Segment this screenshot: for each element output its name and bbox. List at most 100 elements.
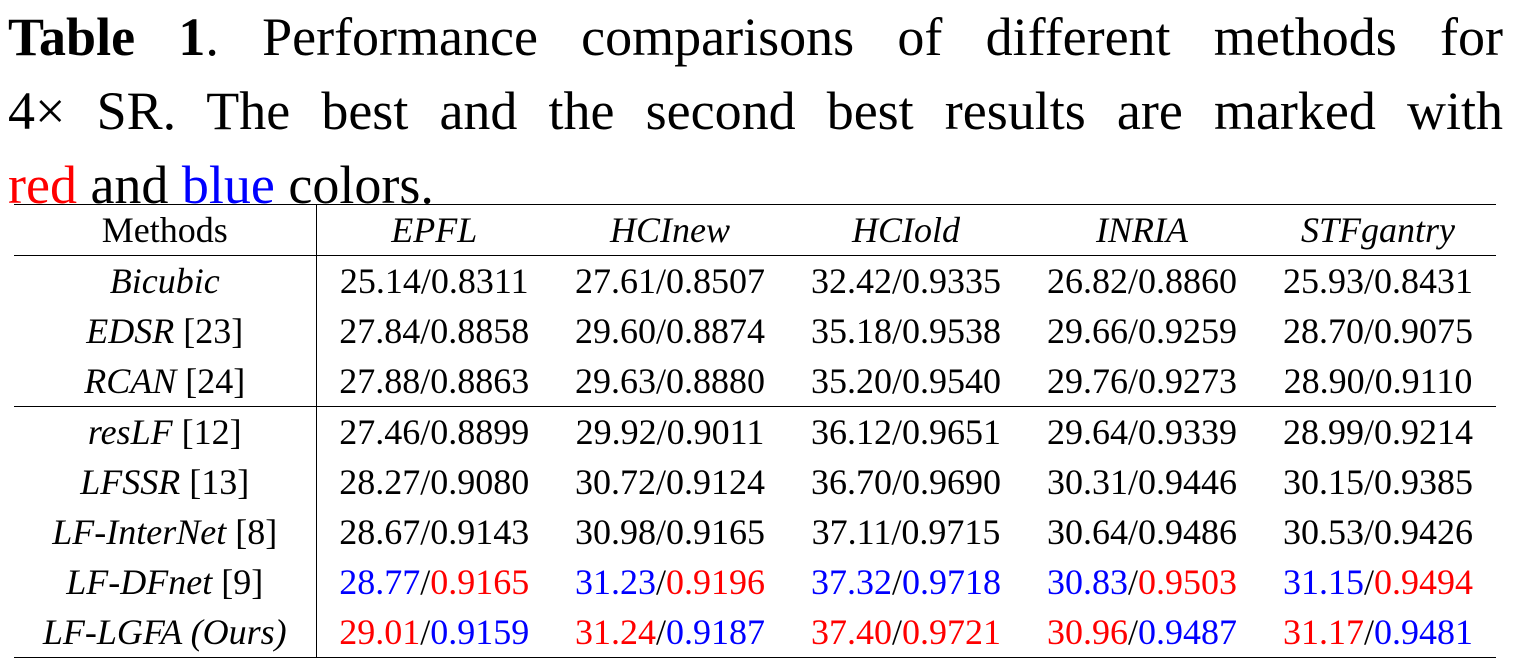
score-cell: 37.11/0.9715 [788, 507, 1024, 557]
method-name: resLF [87, 412, 173, 452]
ssim-value: 0.9187 [666, 612, 765, 652]
ssim-value: 0.9124 [666, 462, 765, 502]
score-cell: 29.66/0.9259 [1024, 306, 1260, 356]
score-separator: / [1127, 462, 1138, 502]
psnr-value: 27.88 [339, 361, 421, 401]
psnr-value: 28.27 [339, 462, 421, 502]
score-separator: / [891, 612, 902, 652]
psnr-value: 31.24 [574, 612, 656, 652]
psnr-value: 27.61 [574, 261, 656, 301]
ssim-value: 0.9385 [1374, 462, 1473, 502]
psnr-value: 31.23 [574, 562, 656, 602]
ssim-value: 0.9538 [902, 311, 1001, 351]
psnr-value: 30.72 [574, 462, 656, 502]
score-cell: 30.83/0.9503 [1024, 557, 1260, 607]
table-row: resLF [12] 27.46/0.8899 29.92/0.9011 36.12/… [14, 406, 1496, 458]
score-separator: / [1364, 361, 1375, 401]
method-ref: [13] [189, 462, 250, 502]
score-cell: 36.70/0.9690 [788, 457, 1024, 507]
psnr-value: 37.32 [810, 562, 892, 602]
score-separator: / [1363, 311, 1374, 351]
psnr-value: 25.93 [1282, 261, 1364, 301]
ssim-value: 0.9540 [902, 361, 1001, 401]
header-dataset: STFgantry [1260, 204, 1496, 256]
ssim-value: 0.9143 [430, 512, 530, 552]
psnr-value: 27.84 [339, 311, 421, 351]
psnr-value: 35.20 [810, 361, 892, 401]
table-row: LF-InterNet [8] 28.67/0.9143 30.98/0.9165 3… [14, 507, 1496, 557]
score-separator: / [1127, 361, 1138, 401]
sisr-methods-group: Bicubic 25.14/0.8311 27.61/0.8507 32.42/0.9… [14, 255, 1496, 407]
score-cell: 36.12/0.9651 [788, 407, 1024, 458]
psnr-value: 29.92 [575, 412, 657, 452]
psnr-value: 29.66 [1046, 311, 1128, 351]
method-cell: LFSSR [13] [14, 457, 317, 507]
score-cell: 30.64/0.9486 [1024, 507, 1260, 557]
score-separator: / [655, 361, 666, 401]
score-separator: / [891, 261, 902, 301]
caption-text-2: 4× SR. The best and the second best resu… [8, 81, 1503, 141]
score-cell: 29.92/0.9011 [552, 407, 788, 458]
score-cell: 28.77/0.9165 [316, 557, 552, 607]
method-name: EDSR [86, 311, 175, 351]
table-row: LF-DFnet [9] 28.77/0.9165 31.23/0.9196 37.3… [14, 557, 1496, 607]
score-cell: 27.88/0.8863 [316, 356, 552, 407]
psnr-value: 28.70 [1282, 311, 1364, 351]
psnr-value: 31.15 [1282, 562, 1364, 602]
score-separator: / [1127, 261, 1138, 301]
psnr-value: 30.53 [1282, 512, 1364, 552]
method-cell: resLF [12] [14, 406, 317, 457]
psnr-value: 26.82 [1046, 261, 1128, 301]
caption-line-2: 4× SR. The best and the second best resu… [8, 74, 1503, 148]
table-caption: Table 1. Performance comparisons of diff… [8, 0, 1503, 222]
score-separator: / [891, 412, 902, 452]
score-separator: / [1363, 562, 1374, 602]
psnr-value: 29.76 [1046, 361, 1128, 401]
score-cell: 27.46/0.8899 [316, 407, 552, 458]
score-cell: 26.82/0.8860 [1024, 256, 1260, 307]
score-separator: / [655, 311, 666, 351]
header-dataset: HCIold [788, 204, 1024, 256]
table-row: LF-LGFA (Ours) 29.01/0.9159 31.24/0.9187 37… [14, 607, 1496, 658]
ssim-value: 0.9159 [430, 612, 530, 652]
method-name: RCAN [84, 361, 177, 401]
score-cell: 29.01/0.9159 [316, 607, 552, 658]
score-separator: / [420, 462, 431, 502]
score-separator: / [420, 612, 431, 652]
caption-line-1: Table 1. Performance comparisons of diff… [8, 0, 1503, 74]
psnr-value: 29.01 [339, 612, 421, 652]
score-cell: 31.24/0.9187 [552, 607, 788, 658]
table-row: LFSSR [13] 28.27/0.9080 30.72/0.9124 36.70/… [14, 457, 1496, 507]
score-cell: 25.93/0.8431 [1260, 256, 1496, 307]
score-separator: / [891, 311, 902, 351]
method-name: LF-LGFA (Ours) [42, 612, 287, 652]
psnr-value: 29.63 [574, 361, 656, 401]
ssim-value: 0.8858 [430, 311, 530, 351]
score-separator: / [656, 412, 667, 452]
ssim-value: 0.9075 [1374, 311, 1473, 351]
method-name: LF-InterNet [52, 512, 227, 552]
score-separator: / [1127, 612, 1138, 652]
psnr-value: 32.42 [810, 261, 892, 301]
ssim-value: 0.9486 [1138, 512, 1237, 552]
ssim-value: 0.8507 [666, 261, 765, 301]
method-cell: LF-DFnet [9] [14, 557, 317, 607]
score-separator: / [1127, 512, 1138, 552]
method-cell: Bicubic [14, 255, 317, 306]
ssim-value: 0.8860 [1138, 261, 1237, 301]
method-cell: LF-LGFA (Ours) [14, 607, 317, 658]
psnr-value: 25.14 [339, 261, 421, 301]
score-separator: / [420, 361, 431, 401]
score-separator: / [1127, 562, 1138, 602]
psnr-value: 30.31 [1046, 462, 1128, 502]
score-cell: 27.61/0.8507 [552, 256, 788, 307]
ssim-value: 0.9715 [901, 512, 1001, 552]
score-separator: / [1363, 462, 1374, 502]
table-header-row: Methods EPFL HCInew HCIold INRIA STFgant… [14, 204, 1496, 256]
method-name: Bicubic [109, 261, 220, 301]
lfsr-methods-group: resLF [12] 27.46/0.8899 29.92/0.9011 36.12/… [14, 406, 1496, 658]
ssim-value: 0.9110 [1374, 361, 1473, 401]
psnr-value: 35.18 [810, 311, 892, 351]
results-table: Methods EPFL HCInew HCIold INRIA STFgant… [14, 204, 1496, 658]
